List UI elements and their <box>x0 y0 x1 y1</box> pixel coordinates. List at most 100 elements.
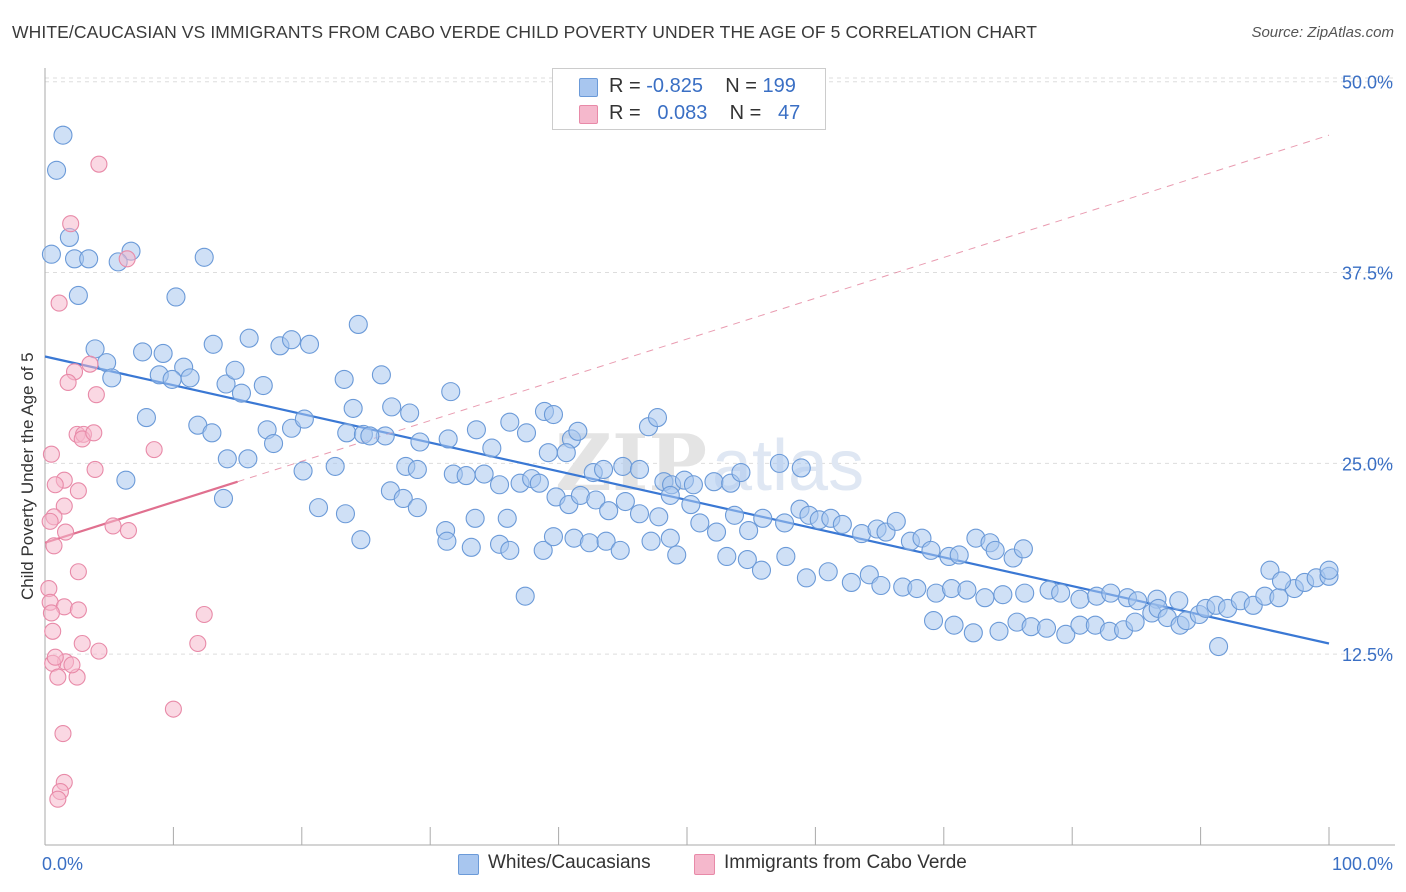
trend-extension-cabo-verde <box>237 134 1330 483</box>
point-whites <box>613 456 633 476</box>
point-whites <box>667 545 687 565</box>
point-whites <box>343 398 363 418</box>
point-whites <box>393 488 413 509</box>
point-whites <box>690 513 710 533</box>
point-whites <box>516 423 537 443</box>
point-whites <box>543 527 564 547</box>
legend-r-value: 0.083 <box>657 102 708 124</box>
x-tick-label: 100.0% <box>1332 854 1393 874</box>
legend-r-value: -0.825 <box>646 75 703 97</box>
point-cabo-verde <box>164 700 182 718</box>
point-whites <box>957 580 977 600</box>
point-cabo-verde <box>49 790 67 808</box>
point-whites <box>949 545 969 565</box>
point-whites <box>202 423 222 443</box>
point-whites <box>294 409 314 429</box>
point-whites <box>497 508 517 528</box>
axes <box>44 68 1395 846</box>
point-whites <box>647 408 668 428</box>
point-cabo-verde <box>104 517 122 535</box>
point-cabo-verde <box>49 668 67 686</box>
point-whites <box>238 449 258 469</box>
point-cabo-verde <box>69 563 87 581</box>
point-whites <box>466 420 486 440</box>
y-axis-label: Child Poverty Under the Age of 5 <box>18 352 37 600</box>
point-whites <box>456 466 476 486</box>
point-cabo-verde <box>59 373 77 392</box>
x-tick-label: 0.0% <box>42 854 83 874</box>
point-whites <box>538 443 558 463</box>
point-whites <box>293 461 313 481</box>
point-cabo-verde <box>41 512 59 530</box>
point-whites <box>461 537 481 557</box>
point-whites <box>1036 618 1057 638</box>
y-tick-label: 50.0% <box>1342 73 1393 93</box>
series-name: Whites/Caucasians <box>488 852 651 873</box>
point-cabo-verde <box>46 648 64 666</box>
point-whites <box>153 343 173 364</box>
legend-r-label: R = <box>609 75 641 97</box>
source-label: Source: ZipAtlas.com <box>1251 24 1394 41</box>
point-whites <box>593 459 614 480</box>
point-whites <box>1056 624 1076 644</box>
legend-text: R = -0.825 N = 199 <box>609 75 796 98</box>
point-cabo-verde <box>69 601 87 619</box>
point-whites <box>1070 589 1090 609</box>
chart-title: WHITE/CAUCASIAN VS IMMIGRANTS FROM CABO … <box>12 22 1038 42</box>
point-whites <box>371 365 391 385</box>
point-whites <box>166 287 186 307</box>
legend-n-value: 47 <box>778 102 801 124</box>
point-whites <box>610 540 630 560</box>
point-cabo-verde <box>85 424 103 442</box>
point-whites <box>239 328 259 348</box>
point-cabo-verde <box>63 656 81 674</box>
point-cabo-verde <box>73 634 91 653</box>
point-whites <box>334 369 354 389</box>
point-whites <box>717 546 737 567</box>
point-cabo-verde <box>90 155 108 173</box>
point-whites <box>47 160 67 180</box>
point-whites <box>465 508 485 528</box>
point-whites <box>921 540 941 560</box>
legend-swatch-pink <box>694 854 715 875</box>
point-whites <box>704 472 724 492</box>
point-whites <box>1051 583 1071 603</box>
point-whites <box>281 418 302 438</box>
point-whites <box>180 368 200 388</box>
point-whites <box>586 490 606 510</box>
point-whites <box>660 528 680 548</box>
point-whites <box>203 334 223 354</box>
point-whites <box>500 540 520 560</box>
data-points <box>40 125 1339 808</box>
point-cabo-verde <box>42 604 60 622</box>
point-whites <box>641 531 661 551</box>
point-whites <box>975 588 995 608</box>
point-whites <box>1013 539 1033 559</box>
point-whites <box>907 578 927 599</box>
point-whites <box>308 498 329 518</box>
point-whites <box>629 504 650 524</box>
point-cabo-verde <box>86 460 104 479</box>
point-whites <box>649 507 669 527</box>
point-whites <box>871 575 891 596</box>
y-tick-label: 12.5% <box>1342 645 1393 665</box>
point-whites <box>579 533 599 553</box>
tick-labels: 12.5% 25.0% 37.5% 50.0% 0.0% 100.0% <box>42 73 1393 874</box>
point-whites <box>407 498 427 518</box>
point-whites <box>407 459 427 480</box>
legend-text: R = 0.083 N = 47 <box>609 102 800 125</box>
legend-swatch-blue <box>579 78 598 97</box>
point-whites <box>796 568 816 588</box>
point-cabo-verde <box>44 622 62 640</box>
point-whites <box>681 495 701 515</box>
point-cabo-verde <box>69 482 87 500</box>
point-whites <box>400 403 420 423</box>
point-whites <box>133 342 153 362</box>
point-whites <box>68 285 88 305</box>
point-whites <box>724 505 745 525</box>
point-whites <box>1101 583 1121 603</box>
point-whites <box>281 330 302 350</box>
point-whites <box>348 314 368 335</box>
point-whites <box>776 546 796 567</box>
point-cabo-verde <box>189 634 207 653</box>
